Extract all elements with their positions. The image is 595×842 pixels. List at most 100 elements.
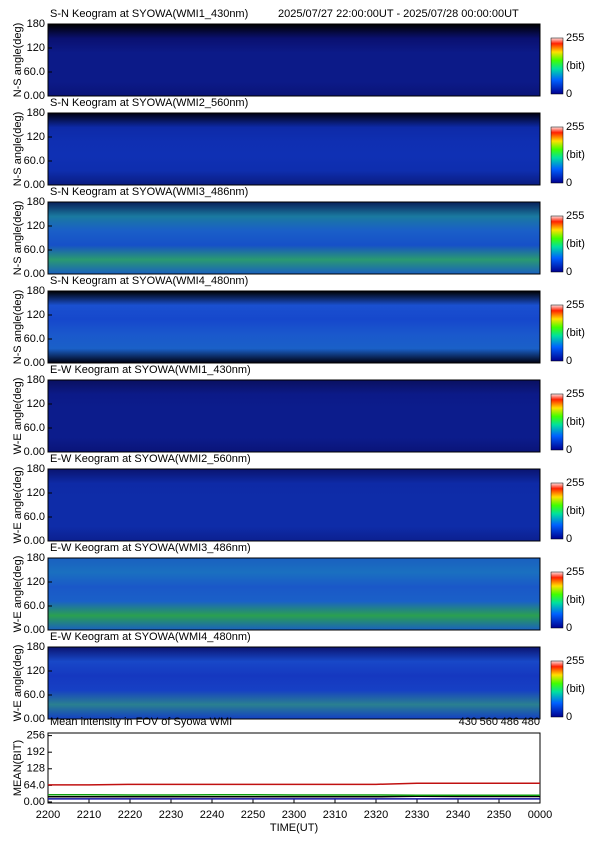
y-tick-label: 180 xyxy=(27,196,45,208)
colorbar-label: (bit) xyxy=(566,60,585,72)
y-tick-label: 0.00 xyxy=(24,446,45,458)
colorbar-tick-label: 255 xyxy=(566,655,584,667)
keogram-image xyxy=(47,112,541,186)
colorbar-label: (bit) xyxy=(566,594,585,606)
panel-title: S-N Keogram at SYOWA(WMI2_560nm) xyxy=(50,97,248,109)
y-axis-label: W-E angle(deg) xyxy=(12,467,24,544)
colorbar-label: (bit) xyxy=(566,683,585,695)
y-tick-label: 0.00 xyxy=(24,713,45,725)
colorbar-tick-label: 0 xyxy=(566,88,572,100)
colorbar-tick-label: 0 xyxy=(566,355,572,367)
x-tick-label: 2330 xyxy=(405,809,429,821)
colorbar xyxy=(550,393,564,451)
y-tick-label: 0.00 xyxy=(24,796,45,808)
y-tick-label: 0.00 xyxy=(24,90,45,102)
y-tick-label: 180 xyxy=(27,18,45,30)
series-line xyxy=(48,793,540,796)
y-axis-label: N-S angle(deg) xyxy=(12,112,24,187)
keogram-image xyxy=(47,23,541,97)
y-tick-label: 120 xyxy=(27,131,45,143)
colorbar xyxy=(550,571,564,629)
colorbar xyxy=(550,482,564,540)
y-axis-label: N-S angle(deg) xyxy=(12,201,24,276)
x-axis-label: TIME(UT) xyxy=(270,822,318,834)
y-tick-label: 120 xyxy=(27,665,45,677)
x-tick-label: 2230 xyxy=(159,809,183,821)
keogram-image xyxy=(47,379,541,453)
y-tick-label: 120 xyxy=(27,309,45,321)
y-axis-label: W-E angle(deg) xyxy=(12,645,24,722)
y-tick-label: 120 xyxy=(27,398,45,410)
colorbar-label: (bit) xyxy=(566,327,585,339)
x-tick-label: 2320 xyxy=(364,809,388,821)
y-axis-label: N-S angle(deg) xyxy=(12,290,24,365)
plot-area xyxy=(47,732,541,804)
keogram-image xyxy=(47,468,541,542)
colorbar-tick-label: 0 xyxy=(566,622,572,634)
colorbar-tick-label: 255 xyxy=(566,477,584,489)
y-tick-label: 0.00 xyxy=(24,179,45,191)
colorbar xyxy=(550,126,564,184)
y-tick-label: 180 xyxy=(27,107,45,119)
panel-title: E-W Keogram at SYOWA(WMI4_480nm) xyxy=(50,631,251,643)
colorbar xyxy=(550,660,564,718)
y-tick-label: 60.0 xyxy=(24,600,45,612)
colorbar-label: (bit) xyxy=(566,149,585,161)
x-tick-label: 0000 xyxy=(528,809,552,821)
colorbar xyxy=(550,37,564,95)
y-tick-label: 180 xyxy=(27,374,45,386)
x-tick-label: 2220 xyxy=(118,809,142,821)
colorbar-tick-label: 0 xyxy=(566,444,572,456)
colorbar-tick-label: 255 xyxy=(566,32,584,44)
x-tick-label: 2200 xyxy=(36,809,60,821)
y-tick-label: 64.0 xyxy=(24,779,45,791)
y-tick-label: 192 xyxy=(27,746,45,758)
y-axis-label: MEAN(BIT) xyxy=(12,740,24,796)
colorbar-tick-label: 255 xyxy=(566,388,584,400)
y-tick-label: 120 xyxy=(27,576,45,588)
legend-entry: 480 xyxy=(522,716,540,728)
panel-title: S-N Keogram at SYOWA(WMI4_480nm) xyxy=(50,275,248,287)
y-tick-label: 180 xyxy=(27,463,45,475)
y-tick-label: 180 xyxy=(27,641,45,653)
x-tick-label: 2310 xyxy=(323,809,347,821)
panel-title: S-N Keogram at SYOWA(WMI1_430nm) xyxy=(50,8,248,20)
colorbar-label: (bit) xyxy=(566,505,585,517)
colorbar xyxy=(550,215,564,273)
x-tick-label: 2300 xyxy=(282,809,306,821)
panel-title: E-W Keogram at SYOWA(WMI1_430nm) xyxy=(50,364,251,376)
x-tick-label: 2240 xyxy=(200,809,224,821)
colorbar-tick-label: 255 xyxy=(566,299,584,311)
y-tick-label: 256 xyxy=(27,729,45,741)
colorbar-tick-label: 255 xyxy=(566,121,584,133)
colorbar-tick-label: 0 xyxy=(566,266,572,278)
colorbar-tick-label: 0 xyxy=(566,177,572,189)
colorbar-tick-label: 255 xyxy=(566,210,584,222)
panel-title: E-W Keogram at SYOWA(WMI2_560nm) xyxy=(50,453,251,465)
panel-title: E-W Keogram at SYOWA(WMI3_486nm) xyxy=(50,542,251,554)
keogram-image xyxy=(47,290,541,364)
y-tick-label: 60.0 xyxy=(24,333,45,345)
colorbar-label: (bit) xyxy=(566,238,585,250)
legend-entry: 430 xyxy=(459,716,477,728)
series-line xyxy=(48,795,540,798)
y-tick-label: 180 xyxy=(27,552,45,564)
y-axis-label: W-E angle(deg) xyxy=(12,556,24,633)
panel-title: S-N Keogram at SYOWA(WMI3_486nm) xyxy=(50,186,248,198)
series-line xyxy=(48,782,540,786)
y-tick-label: 60.0 xyxy=(24,66,45,78)
colorbar-tick-label: 0 xyxy=(566,711,572,723)
legend-entry: 486 xyxy=(501,716,519,728)
colorbar-tick-label: 0 xyxy=(566,533,572,545)
colorbar xyxy=(550,304,564,362)
keogram-image xyxy=(47,646,541,720)
y-tick-label: 180 xyxy=(27,285,45,297)
keogram-image xyxy=(47,557,541,631)
y-tick-label: 128 xyxy=(27,763,45,775)
keogram-image xyxy=(47,201,541,275)
colorbar-tick-label: 255 xyxy=(566,566,584,578)
y-tick-label: 0.00 xyxy=(24,268,45,280)
y-axis-label: N-S angle(deg) xyxy=(12,23,24,98)
y-axis-label: W-E angle(deg) xyxy=(12,378,24,455)
